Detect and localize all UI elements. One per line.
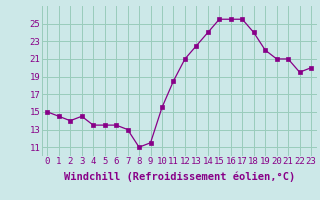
X-axis label: Windchill (Refroidissement éolien,°C): Windchill (Refroidissement éolien,°C) xyxy=(64,172,295,182)
